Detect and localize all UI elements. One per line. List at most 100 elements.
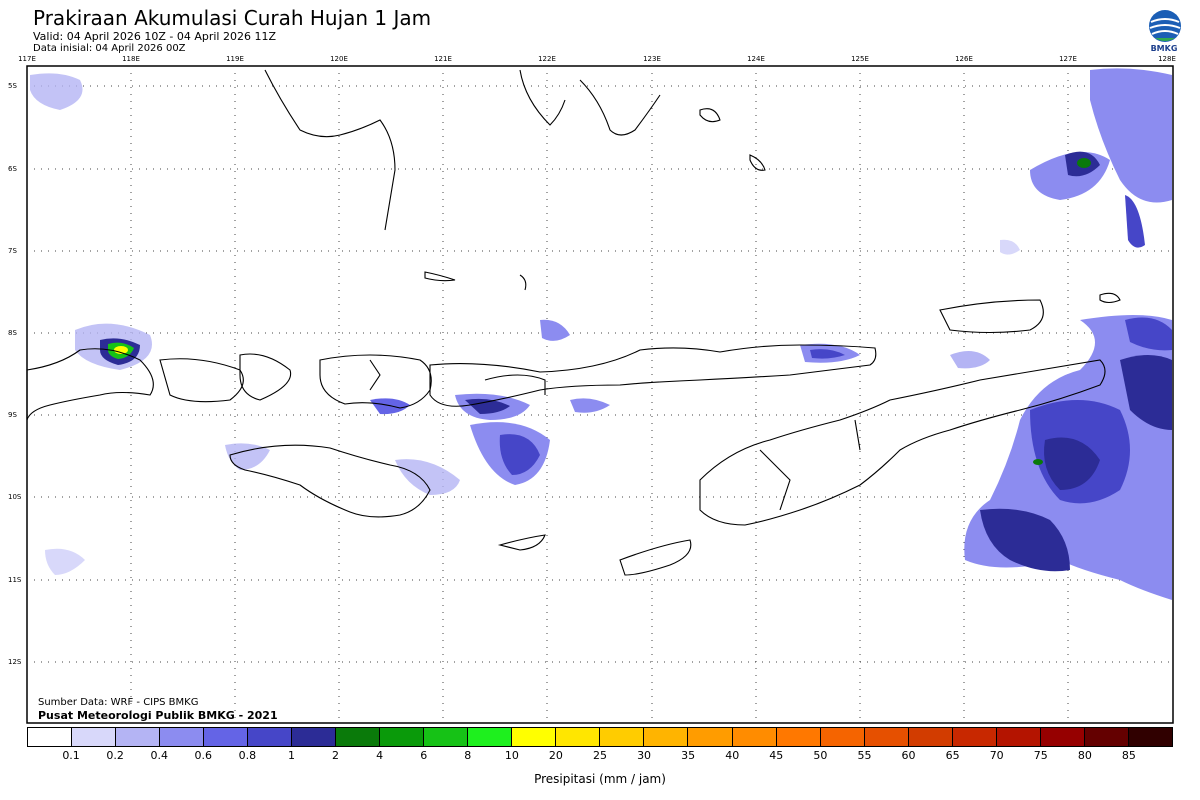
color-scale-swatch xyxy=(1128,728,1172,746)
precip-area xyxy=(1125,317,1172,351)
lon-tick: 125E xyxy=(851,55,869,63)
color-scale-label: 0.2 xyxy=(106,749,124,762)
color-scale-label: 40 xyxy=(725,749,740,762)
unit-label: Presipitasi (mm / jam) xyxy=(534,772,666,786)
color-scale-swatch xyxy=(952,728,997,746)
initial-time: Data inisial: 04 April 2026 00Z xyxy=(33,43,186,54)
color-scale-label: 0.8 xyxy=(238,749,257,762)
color-scale-label: 2 xyxy=(332,749,340,762)
lon-tick: 119E xyxy=(226,55,244,63)
color-scale-swatch xyxy=(644,728,689,746)
precip-area xyxy=(1125,195,1145,248)
color-scale-swatch xyxy=(556,728,601,746)
coastlines xyxy=(26,69,1121,576)
color-scale-label: 85 xyxy=(1121,749,1136,762)
precip-area xyxy=(980,508,1070,572)
organization: Pusat Meteorologi Publik BMKG - 2021 xyxy=(38,709,278,722)
color-scale-swatch xyxy=(468,728,513,746)
precip-area xyxy=(950,351,990,369)
lon-tick: 124E xyxy=(747,55,765,63)
color-scale-label: 55 xyxy=(857,749,872,762)
map-title: Prakiraan Akumulasi Curah Hujan 1 Jam xyxy=(33,6,432,30)
color-scale-label: 60 xyxy=(901,749,916,762)
lat-tick: 8S xyxy=(8,329,17,337)
precip-area xyxy=(1090,68,1172,203)
color-scale-label: 4 xyxy=(376,749,384,762)
precip-area xyxy=(465,398,510,414)
map-frame xyxy=(26,65,1174,724)
lon-tick: 122E xyxy=(538,55,556,63)
precip-area xyxy=(395,459,460,495)
color-scale-swatch xyxy=(908,728,953,746)
lon-tick: 121E xyxy=(434,55,452,63)
color-scale-label: 30 xyxy=(637,749,652,762)
color-scale-swatch xyxy=(688,728,733,746)
precip-area xyxy=(540,319,570,341)
lat-tick: 9S xyxy=(8,411,17,419)
color-scale-label: 0.1 xyxy=(62,749,80,762)
precip-area xyxy=(225,443,270,470)
color-scale-swatch xyxy=(248,728,293,746)
precip-area xyxy=(45,548,85,575)
color-scale-swatch xyxy=(204,728,249,746)
color-scale-swatch xyxy=(776,728,821,746)
valid-time: Valid: 04 April 2026 10Z - 04 April 2026… xyxy=(33,30,276,43)
color-scale-bar xyxy=(27,727,1173,747)
color-scale-label: 8 xyxy=(464,749,472,762)
lat-tick: 7S xyxy=(8,247,17,255)
lon-tick: 118E xyxy=(122,55,140,63)
color-scale-label: 20 xyxy=(548,749,563,762)
lat-tick: 5S xyxy=(8,82,17,90)
precip-area xyxy=(1033,459,1043,465)
precip-areas xyxy=(30,68,1172,600)
precip-area xyxy=(1000,239,1020,255)
color-scale-swatch xyxy=(28,728,73,746)
lon-tick: 128E xyxy=(1158,55,1176,63)
color-scale-swatch xyxy=(336,728,381,746)
precip-area xyxy=(499,434,540,475)
color-scale-label: 70 xyxy=(989,749,1004,762)
color-scale-swatch xyxy=(864,728,909,746)
precip-area xyxy=(1044,437,1100,490)
color-scale-swatch xyxy=(732,728,777,746)
lon-tick: 120E xyxy=(330,55,348,63)
color-scale-swatch xyxy=(600,728,645,746)
color-scale-label: 25 xyxy=(593,749,607,762)
lat-tick: 12S xyxy=(8,658,22,666)
color-scale-label: 0.4 xyxy=(150,749,168,762)
color-scale-swatch xyxy=(116,728,161,746)
lon-tick: 123E xyxy=(643,55,661,63)
precip-area xyxy=(30,73,83,110)
lon-tick: 126E xyxy=(955,55,973,63)
color-scale-label: 80 xyxy=(1077,749,1092,762)
color-scale-label: 35 xyxy=(681,749,696,762)
color-scale-swatch xyxy=(380,728,425,746)
color-scale-label: 1 xyxy=(287,749,295,762)
precip-area xyxy=(810,349,845,359)
color-scale-label: 6 xyxy=(420,749,428,762)
precip-area xyxy=(1120,355,1172,430)
color-scale-swatch xyxy=(160,728,205,746)
lon-tick: 127E xyxy=(1059,55,1077,63)
data-source: Sumber Data: WRF - CIPS BMKG xyxy=(38,697,199,708)
lat-tick: 11S xyxy=(8,576,22,584)
color-scale-swatch xyxy=(424,728,469,746)
color-scale-swatch xyxy=(1084,728,1129,746)
color-scale-label: 65 xyxy=(945,749,960,762)
color-scale-label: 50 xyxy=(813,749,828,762)
logo-text: BMKG xyxy=(1150,44,1178,53)
precip-area xyxy=(370,398,410,415)
precip-area xyxy=(1077,158,1091,168)
color-scale-label: 10 xyxy=(504,749,519,762)
bmkg-logo xyxy=(1149,10,1181,42)
lon-tick: 117E xyxy=(18,55,36,63)
lat-tick: 6S xyxy=(8,165,17,173)
lat-tick: 10S xyxy=(8,493,22,501)
color-scale-swatch xyxy=(72,728,117,746)
precip-area xyxy=(570,398,610,413)
color-scale-swatch xyxy=(512,728,557,746)
color-scale-swatch xyxy=(820,728,865,746)
color-scale-label: 0.6 xyxy=(194,749,213,762)
color-scale-swatch xyxy=(292,728,337,746)
